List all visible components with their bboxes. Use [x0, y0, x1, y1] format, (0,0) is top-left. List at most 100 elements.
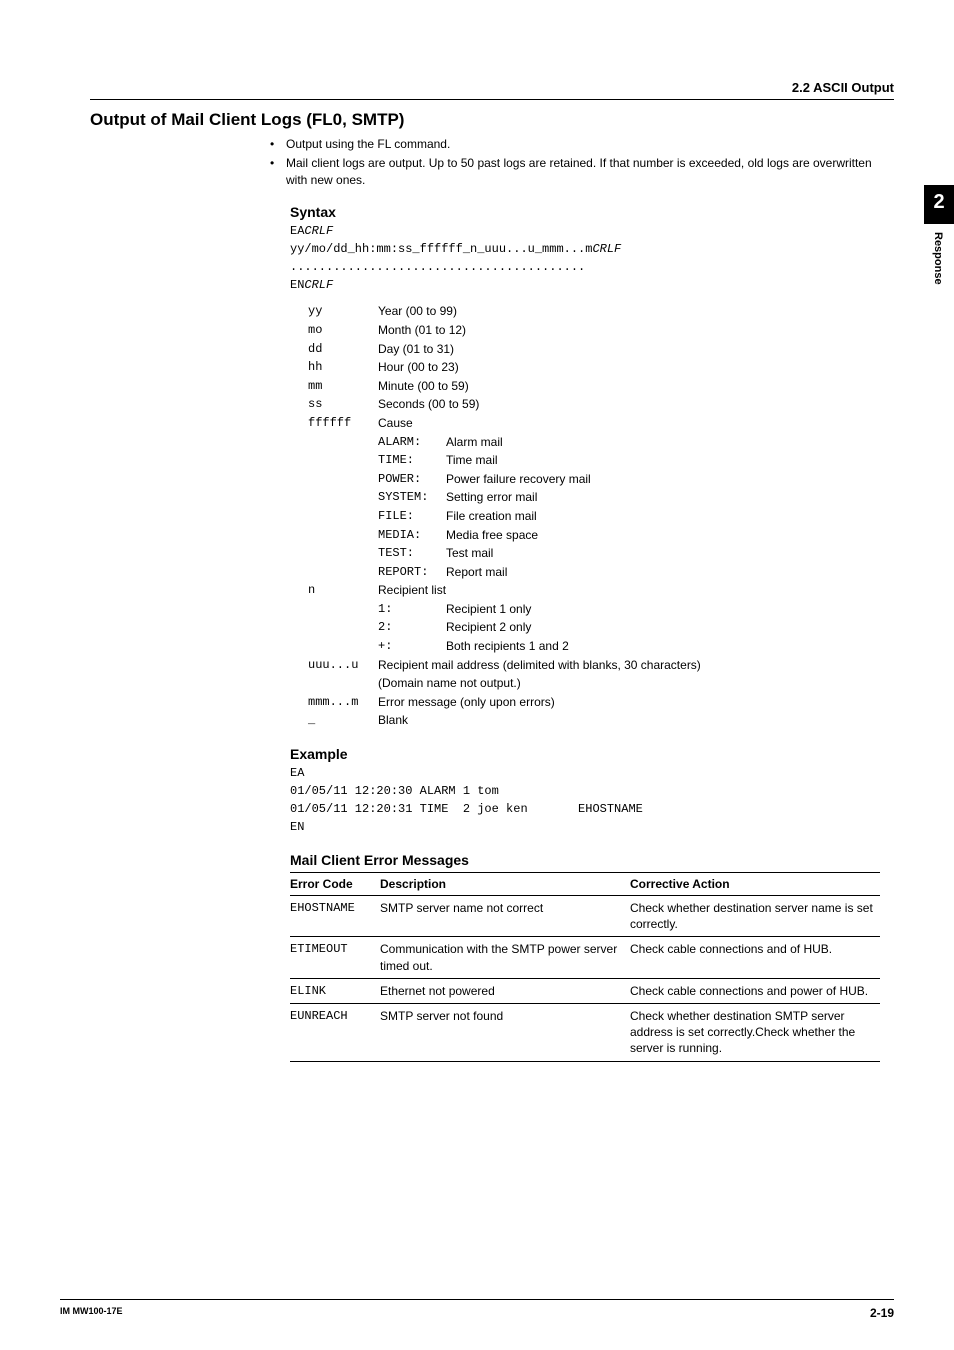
definition-subrow: POWER:Power failure recovery mail — [308, 470, 894, 489]
definition-key: n — [308, 581, 378, 600]
sub-key: 2: — [378, 618, 446, 637]
syntax-crlf: CRLF — [304, 278, 333, 292]
table-row: EHOSTNAMESMTP server name not correctChe… — [290, 896, 880, 937]
error-table: Error Code Description Corrective Action… — [290, 872, 880, 1062]
page-footer: IM MW100-17E 2-19 — [60, 1299, 894, 1320]
syntax-heading: Syntax — [290, 204, 894, 220]
definition-value: Hour (00 to 23) — [378, 358, 894, 377]
definitions-list: yyYear (00 to 99)moMonth (01 to 12)ddDay… — [308, 302, 894, 730]
bullet-text: Output using the FL command. — [286, 136, 450, 153]
definition-extra: (Domain name not output.) — [308, 674, 894, 693]
example-block: EA 01/05/11 12:20:30 ALARM 1 tom 01/05/1… — [290, 764, 894, 836]
definition-row: hhHour (00 to 23) — [308, 358, 894, 377]
error-action: Check whether destination SMTP server ad… — [630, 1003, 880, 1061]
definition-key: mo — [308, 321, 378, 340]
error-desc: Ethernet not powered — [380, 978, 630, 1003]
footer-page-num: 2-19 — [870, 1306, 894, 1320]
error-code: ETIMEOUT — [290, 937, 380, 978]
sub-value: Setting error mail — [446, 488, 894, 507]
sub-value: Recipient 2 only — [446, 618, 894, 637]
table-header-action: Corrective Action — [630, 873, 880, 896]
definition-row: moMonth (01 to 12) — [308, 321, 894, 340]
page-title: Output of Mail Client Logs (FL0, SMTP) — [90, 110, 894, 130]
error-code: ELINK — [290, 978, 380, 1003]
sub-value: Media free space — [446, 526, 894, 545]
table-row: ELINKEthernet not poweredCheck cable con… — [290, 978, 880, 1003]
definition-value: Error message (only upon errors) — [378, 693, 894, 712]
definition-subrow: MEDIA:Media free space — [308, 526, 894, 545]
definition-subrow: 2:Recipient 2 only — [308, 618, 894, 637]
example-heading: Example — [290, 746, 894, 762]
definition-key: hh — [308, 358, 378, 377]
sub-key: 1: — [378, 600, 446, 619]
sub-value: File creation mail — [446, 507, 894, 526]
bullet-dot: • — [270, 155, 286, 189]
sub-key: FILE: — [378, 507, 446, 526]
definition-subrow: +:Both recipients 1 and 2 — [308, 637, 894, 656]
table-row: ETIMEOUTCommunication with the SMTP powe… — [290, 937, 880, 978]
sub-key: SYSTEM: — [378, 488, 446, 507]
sub-value: Recipient 1 only — [446, 600, 894, 619]
definition-value: Minute (00 to 59) — [378, 377, 894, 396]
definition-value: Day (01 to 31) — [378, 340, 894, 359]
definition-key: mmm...m — [308, 693, 378, 712]
syntax-text: EA — [290, 224, 304, 238]
error-code: EHOSTNAME — [290, 896, 380, 937]
error-desc: SMTP server name not correct — [380, 896, 630, 937]
definition-key: dd — [308, 340, 378, 359]
definition-subrow: ALARM:Alarm mail — [308, 433, 894, 452]
error-table-heading: Mail Client Error Messages — [290, 852, 894, 868]
definition-subrow: TEST:Test mail — [308, 544, 894, 563]
sub-key: +: — [378, 637, 446, 656]
definition-row: ssSeconds (00 to 59) — [308, 395, 894, 414]
sub-key: REPORT: — [378, 563, 446, 582]
definition-subrow: SYSTEM:Setting error mail — [308, 488, 894, 507]
sub-value: Report mail — [446, 563, 894, 582]
error-action: Check cable connections and of HUB. — [630, 937, 880, 978]
definition-row: _Blank — [308, 711, 894, 730]
sub-key: POWER: — [378, 470, 446, 489]
error-action: Check whether destination server name is… — [630, 896, 880, 937]
table-header-desc: Description — [380, 873, 630, 896]
error-desc: SMTP server not found — [380, 1003, 630, 1061]
chapter-number: 2 — [924, 185, 954, 224]
definition-value: Cause — [378, 414, 894, 433]
definition-subrow: TIME:Time mail — [308, 451, 894, 470]
definition-value: Seconds (00 to 59) — [378, 395, 894, 414]
sub-value: Time mail — [446, 451, 894, 470]
definition-key: yy — [308, 302, 378, 321]
footer-doc-id: IM MW100-17E — [60, 1306, 123, 1320]
syntax-block: EACRLF yy/mo/dd_hh:mm:ss_ffffff_n_uuu...… — [290, 222, 894, 294]
syntax-dots: ........................................… — [290, 260, 585, 274]
syntax-text: EN — [290, 278, 304, 292]
definition-subrow: REPORT:Report mail — [308, 563, 894, 582]
definition-subrow: FILE:File creation mail — [308, 507, 894, 526]
example-line: 01/05/11 12:20:31 TIME 2 joe ken EHOSTNA… — [290, 802, 643, 816]
definition-value: Month (01 to 12) — [378, 321, 894, 340]
example-line: EN — [290, 820, 304, 834]
definition-value: Year (00 to 99) — [378, 302, 894, 321]
definition-row: mmm...mError message (only upon errors) — [308, 693, 894, 712]
sub-key: MEDIA: — [378, 526, 446, 545]
table-row: EUNREACHSMTP server not foundCheck wheth… — [290, 1003, 880, 1061]
syntax-text: yy/mo/dd_hh:mm:ss_ffffff_n_uuu...u_mmm..… — [290, 242, 592, 256]
example-line: EA — [290, 766, 304, 780]
definition-value: Recipient mail address (delimited with b… — [378, 656, 894, 675]
sub-value: Power failure recovery mail — [446, 470, 894, 489]
syntax-crlf: CRLF — [592, 242, 621, 256]
syntax-crlf: CRLF — [304, 224, 333, 238]
sub-value: Both recipients 1 and 2 — [446, 637, 894, 656]
error-code: EUNREACH — [290, 1003, 380, 1061]
bullet-text: Mail client logs are output. Up to 50 pa… — [286, 155, 894, 189]
definition-row: nRecipient list — [308, 581, 894, 600]
definition-value: Recipient list — [378, 581, 894, 600]
sub-key: ALARM: — [378, 433, 446, 452]
side-tab: 2 Response — [924, 185, 954, 285]
definition-key: mm — [308, 377, 378, 396]
bullet-item: • Mail client logs are output. Up to 50 … — [270, 155, 894, 189]
definition-key: uuu...u — [308, 656, 378, 675]
bullet-list: • Output using the FL command. • Mail cl… — [270, 136, 894, 188]
bullet-dot: • — [270, 136, 286, 153]
definition-row: ffffffCause — [308, 414, 894, 433]
definition-key: _ — [308, 711, 378, 730]
